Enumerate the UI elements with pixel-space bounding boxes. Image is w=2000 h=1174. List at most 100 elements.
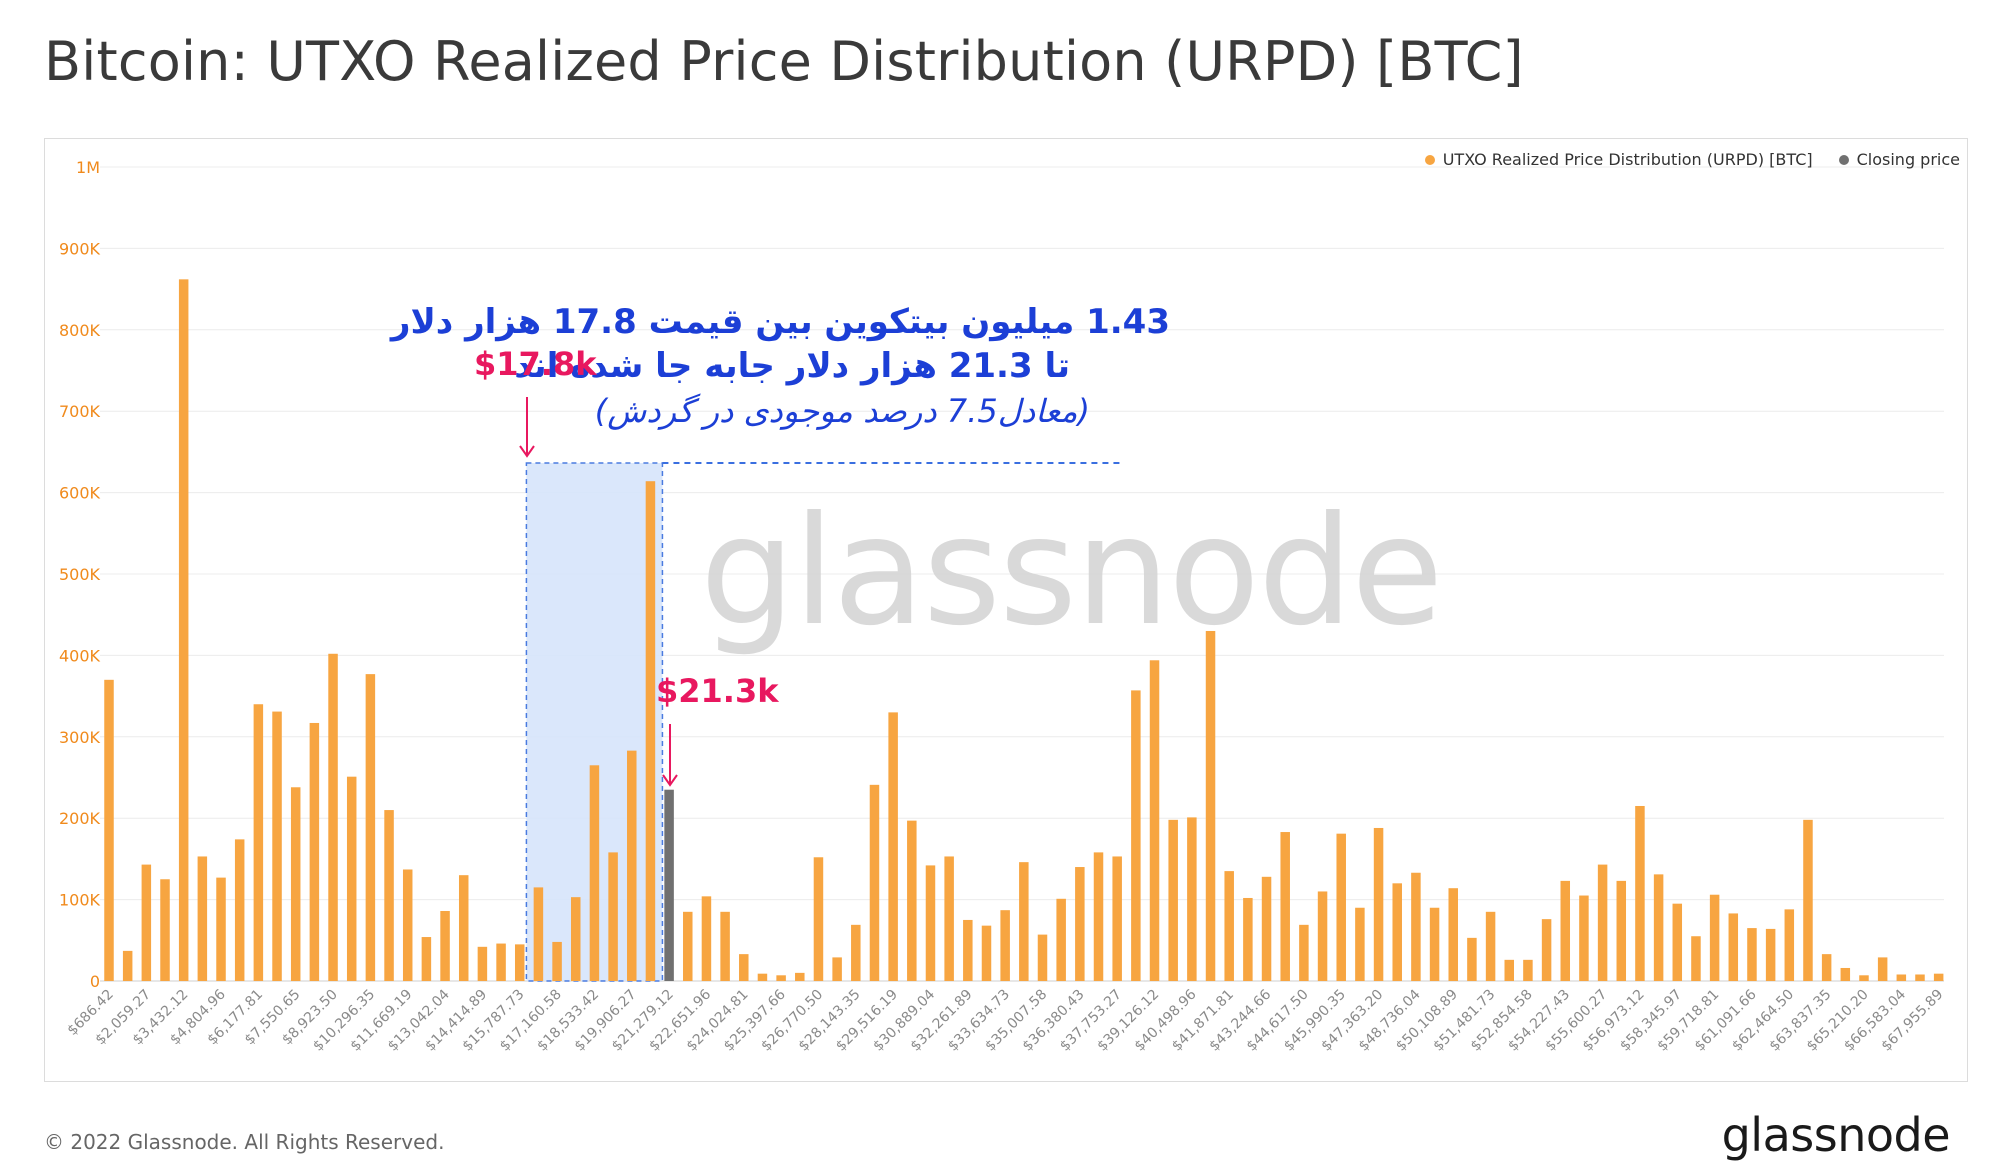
urpd-bar[interactable] [1896,974,1907,981]
urpd-bar[interactable] [1224,871,1234,981]
urpd-bar[interactable] [739,954,749,981]
urpd-bar[interactable] [1131,690,1141,981]
urpd-bar[interactable] [776,975,786,981]
urpd-bar[interactable] [1392,883,1402,981]
urpd-bar[interactable] [1168,819,1178,981]
urpd-bar[interactable] [683,911,693,981]
urpd-bar[interactable] [907,820,917,981]
urpd-bar[interactable] [1803,819,1813,981]
urpd-bar[interactable] [1728,913,1739,981]
urpd-bar[interactable] [1747,928,1757,981]
urpd-bar[interactable] [1877,957,1888,981]
urpd-bar[interactable] [925,865,936,981]
urpd-bar[interactable] [1093,852,1104,981]
legend-item-closing-price[interactable]: Closing price [1838,150,1960,169]
urpd-bar[interactable] [1000,910,1010,981]
urpd-bar[interactable] [1467,937,1477,981]
urpd-bar[interactable] [1840,967,1851,981]
urpd-bar[interactable] [1859,975,1869,981]
urpd-bar[interactable] [421,937,432,981]
chart-legend[interactable]: UTXO Realized Price Distribution (URPD) … [1424,150,1960,169]
urpd-bar[interactable] [1429,907,1440,981]
urpd-bar[interactable] [701,896,712,981]
urpd-bar[interactable] [514,944,525,981]
urpd-bar[interactable] [440,910,450,981]
urpd-bar[interactable] [1784,909,1795,981]
urpd-bar[interactable] [178,279,189,981]
urpd-bar[interactable] [963,919,973,981]
urpd-bar[interactable] [1411,872,1421,981]
urpd-bar[interactable] [365,674,376,981]
urpd-bar[interactable] [533,887,544,981]
urpd-bar[interactable] [552,941,562,981]
urpd-bar[interactable] [234,839,245,981]
urpd-bar[interactable] [1037,934,1048,981]
urpd-bar[interactable] [1280,832,1290,981]
urpd-bar[interactable] [1541,919,1552,981]
urpd-bar[interactable] [1485,911,1496,981]
urpd-bar[interactable] [1187,817,1197,981]
urpd-bar[interactable] [1597,864,1608,981]
urpd-bar[interactable] [346,776,357,981]
urpd-bar[interactable] [944,856,954,981]
urpd-bar[interactable] [1691,936,1701,981]
urpd-bar[interactable] [1149,660,1160,981]
urpd-bar[interactable] [1112,856,1122,981]
urpd-bar[interactable] [309,722,320,981]
urpd-bar[interactable] [720,911,730,981]
urpd-bar[interactable] [384,810,394,981]
urpd-bar[interactable] [832,957,842,981]
urpd-bar[interactable] [496,943,506,981]
urpd-bar[interactable] [888,712,898,981]
urpd-bar[interactable] [122,950,133,981]
urpd-bar[interactable] [1709,894,1720,981]
closing-price-bar[interactable] [664,789,674,981]
urpd-bar[interactable] [141,864,152,981]
urpd-bar[interactable] [1523,959,1533,981]
urpd-bar[interactable] [1635,805,1645,981]
urpd-bar[interactable] [589,765,600,981]
urpd-bar[interactable] [627,750,637,981]
urpd-bar[interactable] [1075,867,1085,981]
legend-item-urpd[interactable]: UTXO Realized Price Distribution (URPD) … [1424,150,1813,169]
urpd-bar[interactable] [795,972,805,981]
urpd-bar[interactable] [1317,891,1328,981]
urpd-bar[interactable] [1560,880,1571,981]
urpd-bar[interactable] [1261,876,1272,981]
urpd-bar[interactable] [402,869,413,981]
urpd-bar[interactable] [1579,895,1589,981]
urpd-bar[interactable] [645,481,656,981]
urpd-bar[interactable] [608,852,618,981]
urpd-bar[interactable] [1504,959,1515,981]
urpd-bar[interactable] [1765,928,1776,981]
urpd-bar[interactable] [1056,898,1066,981]
urpd-bar[interactable] [1243,897,1253,981]
urpd-bar[interactable] [272,711,282,981]
urpd-bar[interactable] [757,973,768,981]
urpd-bar[interactable] [160,879,170,981]
urpd-bar[interactable] [813,857,824,981]
urpd-bar[interactable] [197,856,208,981]
urpd-bar[interactable] [981,925,992,981]
urpd-bar[interactable] [290,787,301,981]
urpd-bar[interactable] [571,897,581,981]
urpd-bar[interactable] [1653,874,1664,981]
urpd-bar[interactable] [477,946,488,981]
urpd-bar[interactable] [328,653,338,981]
urpd-bar[interactable] [1821,954,1832,981]
urpd-bar[interactable] [1205,630,1216,981]
urpd-bar[interactable] [1933,973,1944,981]
urpd-bar[interactable] [1336,833,1346,981]
urpd-bar[interactable] [1448,888,1458,981]
urpd-bar[interactable] [1019,862,1029,981]
urpd-bar[interactable] [216,877,226,981]
urpd-bar[interactable] [1299,924,1309,981]
urpd-bar[interactable] [851,924,861,981]
urpd-bar[interactable] [1915,974,1925,981]
urpd-bar[interactable] [1672,903,1683,981]
urpd-bar[interactable] [1373,827,1384,981]
urpd-bar[interactable] [1616,880,1627,981]
urpd-bar[interactable] [104,679,114,981]
urpd-bar[interactable] [869,784,880,981]
urpd-bar[interactable] [458,875,469,981]
